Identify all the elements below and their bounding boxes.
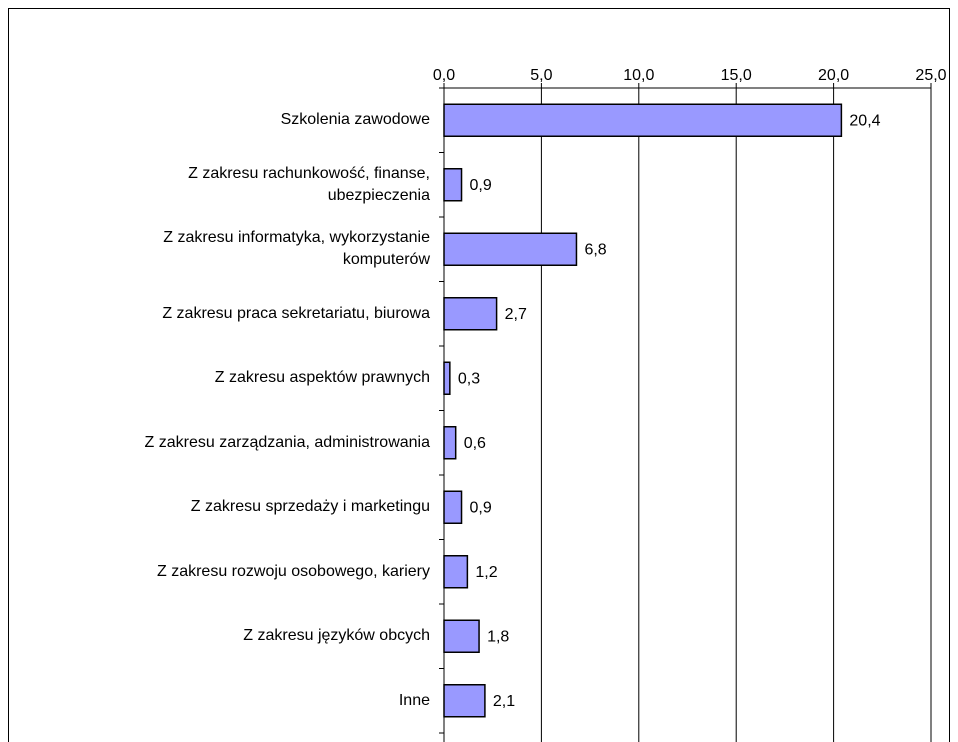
value-label: 1,2 [475,564,497,581]
x-tick-label: 25,0 [915,67,946,84]
bar [443,232,578,266]
value-label: 0,9 [470,177,492,194]
bar [443,426,457,460]
bar [443,103,843,137]
value-label: 20,4 [849,112,880,129]
y-tick-label: Z zakresu aspektów prawnych [214,369,430,387]
y-tick-label: Z zakresu praca sekretariatu, biurowa [162,304,430,322]
x-tick-label: 5,0 [530,67,552,84]
y-tick-label: Szkolenia zawodowe [280,111,430,129]
bar [443,619,480,653]
y-tick-label: Inne [398,691,430,709]
bar [443,684,486,718]
bar [443,555,469,589]
bar [443,361,451,395]
y-tick-label: Z zakresu języków obcych [243,627,430,645]
bar [443,168,463,202]
x-tick-label: 20,0 [818,67,849,84]
y-tick-label: Z zakresu informatyka, wykorzystanie kom… [163,229,430,269]
bar [443,297,498,331]
value-label: 0,3 [458,370,480,387]
y-tick-label: Z zakresu rachunkowość, finanse, ubezpie… [188,164,430,204]
y-tick-label: Z zakresu sprzedaży i marketingu [190,498,430,516]
frame [8,8,950,742]
value-label: 2,1 [493,693,515,710]
value-label: 2,7 [505,306,527,323]
value-label: 6,8 [584,241,606,258]
x-tick-label: 0,0 [433,67,455,84]
value-label: 0,6 [464,435,486,452]
bar [443,490,463,524]
x-tick-label: 10,0 [623,67,654,84]
y-tick-label: Z zakresu zarządzania, administrowania [144,433,430,451]
value-label: 0,9 [470,499,492,516]
value-label: 1,8 [487,628,509,645]
y-tick-label: Z zakresu rozwoju osobowego, kariery [156,562,430,580]
x-tick-label: 15,0 [721,67,752,84]
